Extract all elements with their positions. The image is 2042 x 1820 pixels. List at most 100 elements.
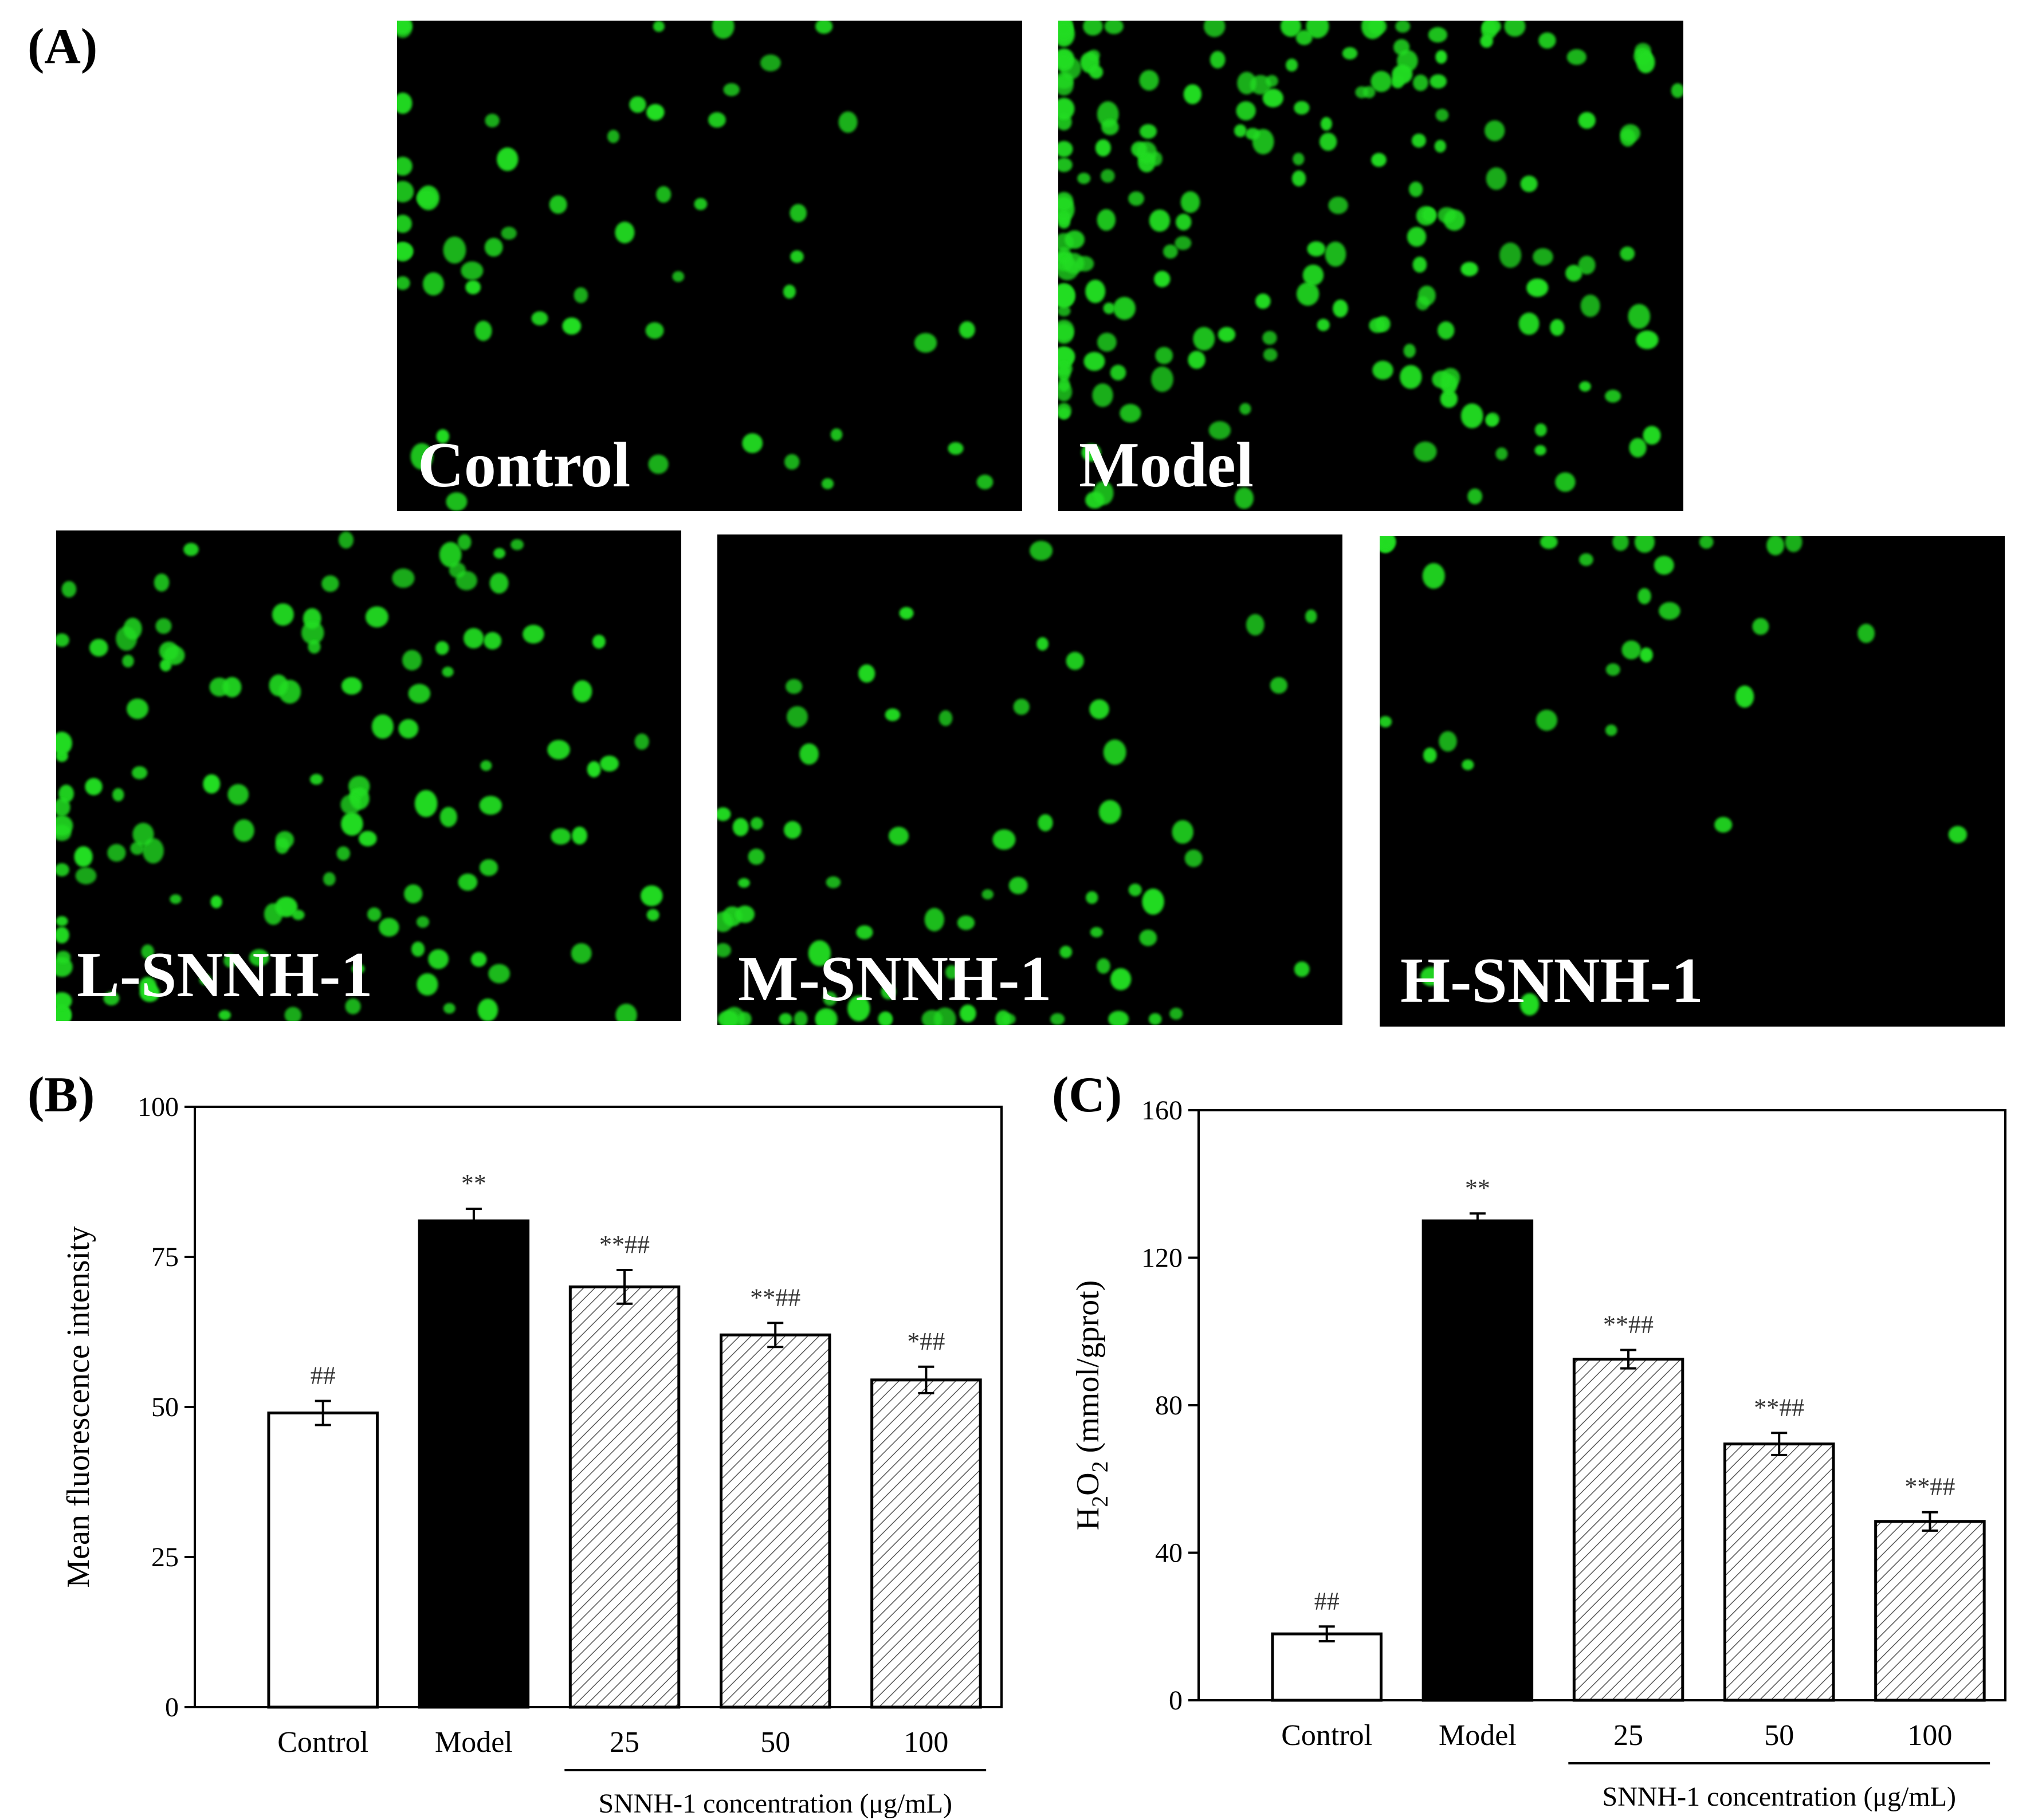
fluorescent-cell	[284, 1007, 302, 1021]
fluorescent-cell	[1086, 891, 1098, 904]
fluorescent-cell	[885, 708, 901, 721]
fluorescent-cell	[439, 542, 462, 568]
fluorescent-cell	[1361, 21, 1384, 40]
significance-label: **	[461, 1169, 486, 1197]
fluorescent-cell	[607, 129, 619, 143]
fluorescent-cell	[1058, 347, 1075, 366]
fluorescent-cell	[815, 1008, 838, 1025]
fluorescent-cell	[1058, 192, 1074, 211]
fluorescent-cell	[1262, 331, 1277, 345]
fluorescent-cell	[634, 733, 649, 750]
fluorescent-cell	[139, 977, 156, 995]
fluorescent-cell	[510, 539, 524, 551]
fluorescent-cell	[398, 719, 419, 738]
fluorescent-cell	[439, 807, 457, 827]
fluorescent-cell	[341, 812, 363, 836]
fluorescent-cell	[1263, 348, 1278, 361]
fluorescent-cell	[1519, 993, 1540, 1016]
bar	[267, 1411, 379, 1709]
bar	[1723, 1442, 1835, 1702]
y-tick-label: 100	[138, 1092, 179, 1122]
fluorescent-cell	[61, 581, 77, 598]
fluorescent-cell	[1636, 331, 1659, 349]
fluorescent-cell	[1620, 124, 1640, 143]
fluorescent-cell	[1534, 423, 1547, 437]
fluorescent-cell	[1621, 640, 1641, 659]
fluorescent-cell	[1714, 817, 1733, 833]
fluorescent-cell	[959, 321, 975, 339]
fluorescent-cell	[1030, 541, 1053, 561]
panel-label-b: (B)	[28, 1067, 95, 1123]
fluorescent-cell	[572, 680, 592, 703]
fluorescent-cell	[549, 195, 567, 214]
fluorescent-cell	[371, 714, 394, 739]
fluorescent-cell	[484, 632, 502, 650]
fluorescent-cell	[402, 650, 422, 671]
fluorescent-cell	[1110, 968, 1132, 990]
significance-label: **##	[1904, 1473, 1955, 1501]
significance-label: *##	[907, 1327, 945, 1355]
fluorescent-cell	[1320, 117, 1332, 131]
panel-label-c: (C)	[1052, 1067, 1122, 1123]
fluorescent-cell	[1395, 21, 1411, 33]
fluorescent-cell	[1413, 74, 1428, 91]
fluorescent-cell	[446, 492, 468, 511]
fluorescent-cell	[1417, 285, 1436, 306]
fluorescent-cell	[1628, 304, 1651, 329]
x-tick-label: 25	[1613, 1719, 1643, 1752]
fluorescent-cell	[404, 884, 423, 903]
fluorescent-cell	[1139, 70, 1159, 91]
fluorescent-cell	[1176, 214, 1192, 231]
fluorescent-cell	[992, 829, 1016, 850]
x-axis-label: SNNH-1 concentration (μg/mL)	[598, 1788, 952, 1819]
fluorescent-cell	[1089, 699, 1109, 720]
fluorescent-cell	[1435, 108, 1449, 121]
fluorescent-cell	[1948, 826, 1968, 843]
error-bar	[767, 1322, 784, 1349]
fluorescent-cell	[414, 790, 438, 817]
y-tick-label: 0	[1169, 1685, 1183, 1716]
bar	[1572, 1358, 1684, 1702]
fluorescent-cell	[592, 635, 606, 649]
fluorescent-cell	[1239, 403, 1251, 415]
x-tick-label: 25	[610, 1726, 639, 1759]
fluorescent-cell	[340, 794, 362, 815]
significance-label: ##	[311, 1362, 336, 1390]
fluorescent-cell	[122, 654, 134, 668]
fluorescent-cell	[1151, 366, 1173, 392]
fluorescent-cell	[123, 618, 142, 640]
x-tick-label: 100	[1907, 1719, 1952, 1752]
fluorescent-cell	[1120, 404, 1141, 423]
fluorescent-cell	[1420, 966, 1442, 986]
fluorescent-cell	[1518, 312, 1540, 335]
fluorescent-cell	[1058, 378, 1070, 392]
fluorescent-cell	[1858, 623, 1875, 643]
fluorescent-cell	[1095, 139, 1111, 157]
fluorescent-cell	[1566, 49, 1587, 65]
fluorescent-cell	[1210, 51, 1226, 69]
cell-image	[717, 541, 1317, 1025]
fluorescent-cell	[1296, 282, 1320, 306]
fluorescent-cell	[458, 873, 478, 891]
fluorescent-cell	[397, 214, 412, 233]
fluorescent-cell	[1411, 133, 1426, 148]
bar	[568, 1285, 681, 1709]
fluorescent-cell	[442, 666, 454, 677]
fluorescent-cell	[646, 104, 665, 121]
fluorescent-cell	[1183, 84, 1202, 104]
fluorescent-cell	[738, 878, 750, 888]
error-bar	[1318, 1625, 1335, 1642]
fluorescent-cell	[787, 706, 808, 728]
fluorescent-cell	[155, 618, 172, 634]
fluorescent-cell	[574, 287, 588, 304]
micrograph-label: M-SNNH-1	[738, 944, 1052, 1015]
fluorescent-cell	[1580, 294, 1600, 317]
fluorescent-cell	[629, 96, 646, 113]
fluorescent-cell	[1013, 698, 1030, 715]
fluorescent-cell	[794, 1011, 808, 1025]
error-bar	[1469, 1212, 1486, 1229]
fluorescent-cell	[1333, 300, 1348, 317]
fluorescent-cell	[1462, 759, 1474, 771]
fluorescent-cell	[154, 573, 170, 592]
y-axis-label: Mean fluorescence intensity	[61, 1226, 96, 1587]
